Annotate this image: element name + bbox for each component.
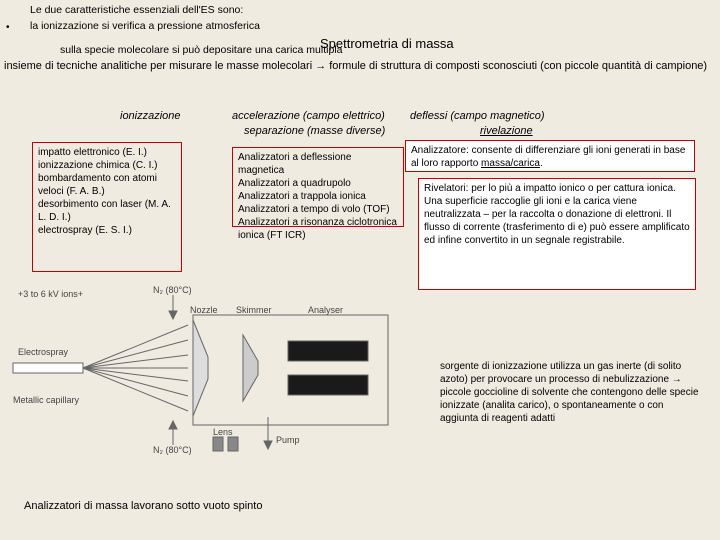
label-capillary: Metallic capillary — [13, 395, 80, 405]
label-electrospray: Electrospray — [18, 347, 69, 357]
box-analizzatori-text: Analizzatori a deflessione magnetica Ana… — [238, 152, 397, 241]
sorgente-text: sorgente di ionizzazione utilizza un gas… — [440, 360, 700, 425]
box-ionizzazione-text: impatto elettronico (E. I.) ionizzazione… — [38, 147, 171, 236]
box-analizzatore-def: Analizzatore: consente di differenziare … — [405, 140, 695, 172]
intro-text: insieme di tecniche analitiche per misur… — [4, 60, 714, 74]
box-analizzatore-pre: Analizzatore: consente di differenziare … — [411, 145, 685, 169]
label-skimmer: Skimmer — [236, 305, 272, 315]
label-n2-bot: N₂ (80°C) — [153, 445, 192, 455]
header-ionizzazione: ionizzazione — [120, 110, 181, 122]
label-voltage: +3 to 6 kV ions+ — [18, 289, 83, 299]
top-line-1: Le due caratteristiche essenziali dell'E… — [30, 4, 243, 16]
electrospray-diagram: +3 to 6 kV ions+ N₂ (80°C) Nozzle Skimme… — [8, 285, 408, 455]
box-analizzatori: Analizzatori a deflessione magnetica Ana… — [232, 147, 404, 227]
label-lens: Lens — [213, 427, 233, 437]
box-ionizzazione: impatto elettronico (E. I.) ionizzazione… — [32, 142, 182, 272]
page-title: Spettrometria di massa — [320, 36, 454, 51]
label-nozzle: Nozzle — [190, 305, 218, 315]
header-rivelazione: rivelazione — [480, 125, 533, 137]
label-analyser: Analyser — [308, 305, 343, 315]
top-line-3: sulla specie molecolare si può depositar… — [60, 44, 343, 56]
header-accelerazione: accelerazione (campo elettrico) — [232, 110, 385, 122]
label-n2-top: N₂ (80°C) — [153, 285, 192, 295]
header-separazione: separazione (masse diverse) — [244, 125, 385, 137]
header-deflessi: deflessi (campo magnetico) — [410, 110, 545, 122]
top-line-2: la ionizzazione si verifica a pressione … — [30, 20, 260, 32]
box-rivelatori-text: Rivelatori: per lo più a impatto ionico … — [424, 183, 690, 246]
box-analizzatore-underline: massa/carica — [481, 158, 540, 169]
label-pump: Pump — [276, 435, 300, 445]
box-rivelatori: Rivelatori: per lo più a impatto ionico … — [418, 178, 696, 290]
bullet-dot: • — [6, 22, 10, 33]
bottom-note: Analizzatori di massa lavorano sotto vuo… — [24, 500, 262, 512]
